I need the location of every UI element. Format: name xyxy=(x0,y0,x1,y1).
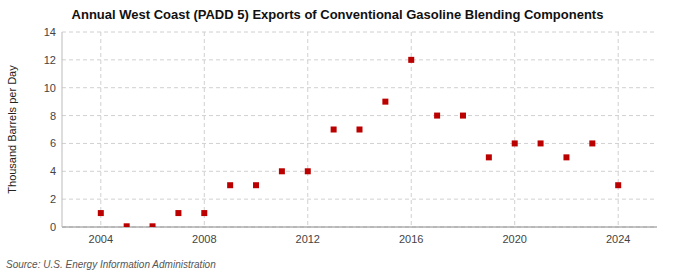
x-tick-label: 2004 xyxy=(89,233,113,245)
source-note: Source: U.S. Energy Information Administ… xyxy=(6,259,216,270)
point xyxy=(563,154,569,160)
x-grid-line xyxy=(618,32,619,227)
x-tick-label: 2012 xyxy=(296,233,320,245)
point xyxy=(175,210,181,216)
x-tick-label: 2024 xyxy=(606,233,630,245)
y-tick-label: 12 xyxy=(44,54,56,66)
y-grid-line xyxy=(62,32,657,33)
point xyxy=(227,182,233,188)
y-grid-line xyxy=(62,115,657,116)
title: Annual West Coast (PADD 5) Exports of Co… xyxy=(72,7,604,22)
x-tick-label: 2020 xyxy=(502,233,526,245)
point xyxy=(124,223,130,227)
point xyxy=(279,168,285,174)
y-grid-line xyxy=(62,59,657,60)
point xyxy=(486,154,492,160)
point xyxy=(150,223,156,227)
x-tick-label: 2008 xyxy=(192,233,216,245)
x-tick-label: 2016 xyxy=(399,233,423,245)
y-tick-label: 14 xyxy=(44,26,56,38)
x-grid-line xyxy=(204,32,205,227)
x-grid-line xyxy=(100,32,101,227)
points xyxy=(98,57,621,227)
y-tick-label: 6 xyxy=(50,137,56,149)
y-tick-label: 8 xyxy=(50,110,56,122)
page: {"chart_data": {"type": "scatter", "titl… xyxy=(0,0,675,275)
y-axis-line xyxy=(62,32,63,227)
y-tick-label: 2 xyxy=(50,193,56,205)
point xyxy=(512,140,518,146)
point xyxy=(615,182,621,188)
point xyxy=(357,127,363,133)
y-grid-line xyxy=(62,143,657,144)
point xyxy=(305,168,311,174)
point xyxy=(98,210,104,216)
y-grid-line xyxy=(62,171,657,172)
point xyxy=(253,182,259,188)
point xyxy=(589,140,595,146)
point xyxy=(331,127,337,133)
x-grid-line xyxy=(514,32,515,227)
point xyxy=(382,99,388,105)
point xyxy=(201,210,207,216)
point xyxy=(408,57,414,63)
y-tick-label: 10 xyxy=(44,82,56,94)
y-grid-line xyxy=(62,87,657,88)
point xyxy=(434,113,440,119)
point xyxy=(538,140,544,146)
y-tick-label: 0 xyxy=(50,221,56,233)
point xyxy=(460,113,466,119)
grid xyxy=(62,32,657,227)
y-tick-label: 4 xyxy=(50,165,56,177)
chart: 0 2 4 6 8 10 12 14 2004 2008 2012 2016 2020 2024 Thous… xyxy=(0,0,675,275)
y-grid-line xyxy=(62,199,657,200)
y-axis-label: Thousand Barrels per Day xyxy=(6,65,18,194)
x-grid-line xyxy=(307,32,308,227)
